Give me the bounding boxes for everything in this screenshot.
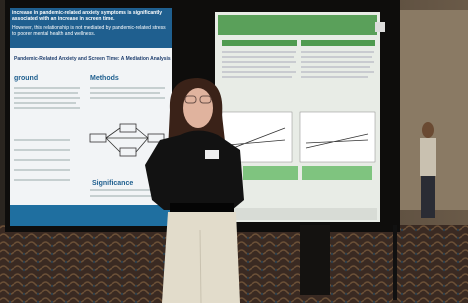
- easel-leg: [300, 225, 330, 295]
- footer-bar: [10, 205, 172, 226]
- photo: increase in pandemic-related anxiety sym…: [0, 0, 468, 303]
- section-bar: [301, 40, 375, 46]
- section-heading: ground: [14, 75, 38, 82]
- page: increase in pandemic-related anxiety sym…: [0, 0, 468, 303]
- callout: [302, 166, 372, 180]
- poster-title: Pandemic-Related Anxiety and Screen Time…: [14, 56, 171, 62]
- belt: [170, 203, 234, 213]
- section-bar: [222, 40, 297, 46]
- name-tag: [205, 150, 219, 159]
- face: [183, 88, 213, 128]
- callout: [243, 166, 298, 180]
- title-bar: [218, 15, 377, 35]
- footer: [218, 208, 377, 220]
- headline-box: increase in pandemic-related anxiety sym…: [12, 10, 170, 48]
- poster-number: [375, 22, 385, 32]
- graph-panel: [300, 112, 375, 162]
- headline: increase in pandemic-related anxiety sym…: [12, 10, 170, 22]
- section-heading: Methods: [90, 75, 119, 82]
- left-poster: increase in pandemic-related anxiety sym…: [10, 8, 172, 226]
- section-heading: Significance: [92, 180, 133, 187]
- subhead: However, this relationship is not mediat…: [12, 25, 170, 37]
